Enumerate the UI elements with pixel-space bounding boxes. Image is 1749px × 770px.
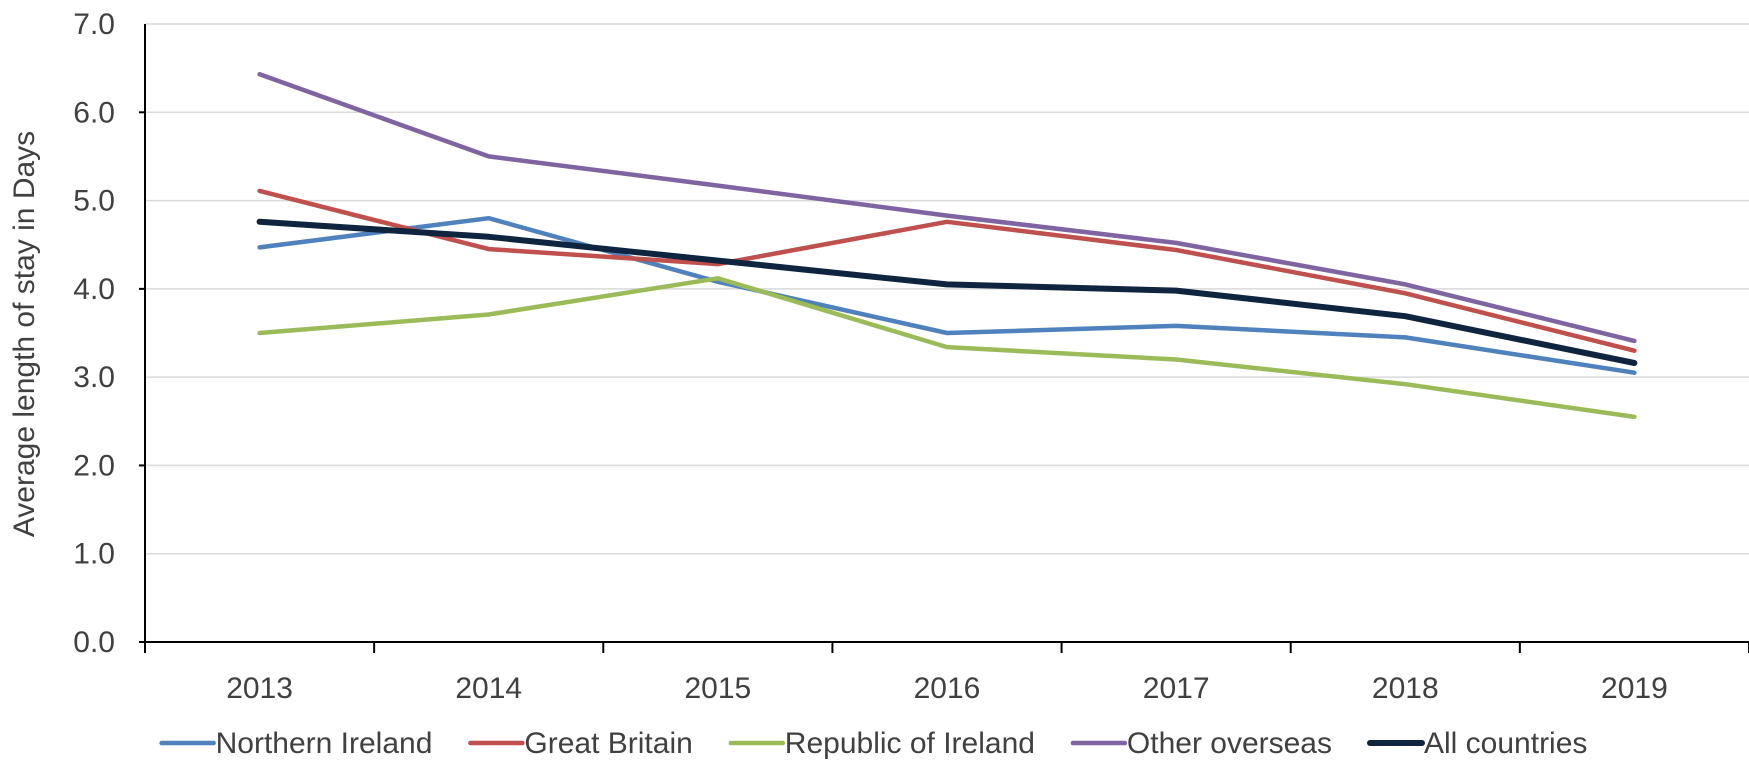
- x-tick-label: 2015: [684, 672, 751, 705]
- series-lines: [256, 72, 1638, 420]
- legend-item: All countries: [1367, 727, 1587, 760]
- legend-item: Republic of Ireland: [728, 727, 1035, 760]
- y-tick-label: 2.0: [73, 449, 115, 482]
- legend-label: Other overseas: [1127, 727, 1332, 760]
- y-tick-label: 3.0: [73, 361, 115, 394]
- legend: Northern Ireland Great Britain Republic of…: [159, 727, 1587, 760]
- series-line-northern-ireland: [257, 215, 1637, 375]
- y-tick-label: 5.0: [73, 185, 115, 218]
- gridlines: [145, 23, 1749, 555]
- legend-label: Northern Ireland: [216, 727, 433, 760]
- series-line-all-countries: [256, 218, 1638, 366]
- y-tick-label: 4.0: [73, 273, 115, 306]
- legend-label: Republic of Ireland: [785, 727, 1035, 760]
- legend-item: Other overseas: [1070, 727, 1332, 760]
- y-tick-label: 6.0: [73, 96, 115, 129]
- legend-label: Great Britain: [524, 727, 692, 760]
- legend-item: Great Britain: [468, 727, 693, 760]
- x-tick-label: 2013: [226, 672, 293, 705]
- y-axis-title: Average length of stay in Days: [8, 131, 41, 537]
- axes: [139, 24, 1749, 653]
- x-tick-label: 2014: [455, 672, 522, 705]
- x-tick-label: 2018: [1372, 672, 1439, 705]
- series-line-other-overseas: [257, 72, 1637, 344]
- y-tick-labels: 0.0 1.0 2.0 3.0 4.0 5.0 6.0 7.0: [73, 8, 115, 659]
- y-tick-label: 0.0: [73, 626, 115, 659]
- x-tick-label: 2016: [914, 672, 981, 705]
- series-line-great-britain: [257, 188, 1637, 353]
- x-tick-label: 2019: [1601, 672, 1668, 705]
- y-tick-label: 1.0: [73, 538, 115, 571]
- series-line-republic-of-ireland: [257, 276, 1637, 420]
- y-tick-label: 7.0: [73, 8, 115, 41]
- x-tick-labels: 2013 2014 2015 2016 2017 2018 2019: [226, 672, 1668, 705]
- x-tick-label: 2017: [1143, 672, 1210, 705]
- legend-item: Northern Ireland: [159, 727, 433, 760]
- legend-label: All countries: [1424, 727, 1587, 760]
